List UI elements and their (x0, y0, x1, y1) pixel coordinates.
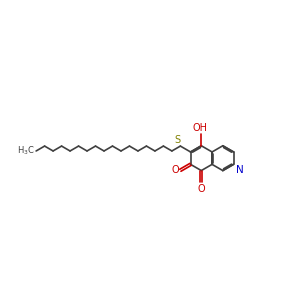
Text: OH: OH (193, 123, 208, 133)
Text: S: S (174, 135, 180, 145)
Text: O: O (197, 184, 205, 194)
Text: N: N (236, 165, 244, 175)
Text: H$_3$C: H$_3$C (17, 145, 35, 157)
Text: O: O (171, 165, 179, 175)
